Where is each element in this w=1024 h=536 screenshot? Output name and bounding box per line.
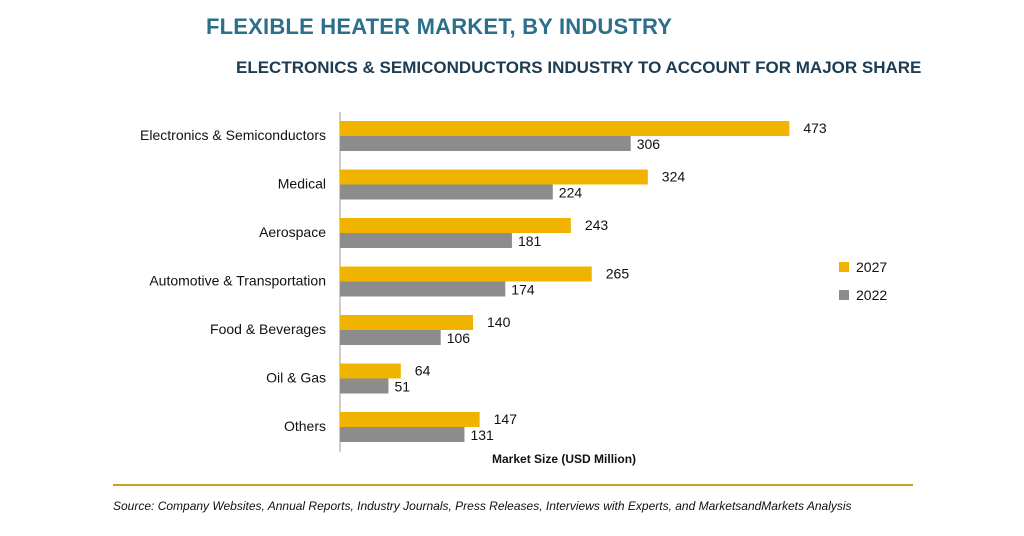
data-label-2022: 51: [394, 379, 410, 395]
data-label-2027: 473: [803, 120, 827, 136]
bar-2027: [340, 266, 592, 282]
data-label-2022: 181: [518, 233, 542, 249]
data-label-2022: 174: [511, 282, 535, 298]
data-label-2027: 64: [415, 363, 431, 379]
data-label-2027: 243: [585, 217, 609, 233]
data-label-2022: 106: [447, 330, 471, 346]
bar-2022: [340, 330, 441, 345]
category-label: Others: [284, 418, 326, 434]
data-label-2027: 265: [606, 266, 630, 282]
category-label: Oil & Gas: [266, 370, 326, 386]
bar-2027: [340, 169, 648, 185]
data-label-2027: 324: [662, 169, 686, 185]
bar-2022: [340, 378, 389, 394]
bar-2027: [340, 121, 790, 136]
bar-2027: [340, 363, 401, 379]
legend-label-2022: 2022: [856, 287, 887, 303]
bar-chart: Electronics & Semiconductors 473 306 Medica…: [140, 112, 887, 452]
legend-swatch-2027: [839, 262, 849, 272]
bar-2022: [340, 136, 631, 151]
data-label-2027: 140: [487, 314, 511, 330]
category-label: Electronics & Semiconductors: [140, 127, 326, 143]
bar-2022: [340, 184, 553, 200]
bar-2027: [340, 315, 473, 330]
source-note: Source: Company Websites, Annual Reports…: [113, 499, 852, 513]
bar-2022: [340, 281, 506, 297]
chart-title: FLEXIBLE HEATER MARKET, BY INDUSTRY: [206, 14, 673, 39]
x-axis-label: Market Size (USD Million): [492, 452, 637, 466]
category-label: Automotive & Transportation: [149, 273, 326, 289]
bar-2022: [340, 233, 512, 248]
legend-label-2027: 2027: [856, 259, 887, 275]
data-label-2022: 131: [470, 427, 494, 443]
legend-swatch-2022: [839, 290, 849, 300]
category-label: Food & Beverages: [210, 321, 326, 337]
bar-2022: [340, 427, 465, 442]
data-label-2027: 147: [494, 411, 518, 427]
chart-subtitle: ELECTRONICS & SEMICONDUCTORS INDUSTRY TO…: [236, 58, 922, 77]
data-label-2022: 306: [637, 136, 661, 152]
bar-2027: [340, 412, 480, 427]
category-label: Medical: [278, 176, 326, 192]
footer-divider: [113, 484, 913, 486]
data-label-2022: 224: [559, 185, 583, 201]
category-label: Aerospace: [259, 224, 326, 240]
bar-2027: [340, 218, 571, 233]
